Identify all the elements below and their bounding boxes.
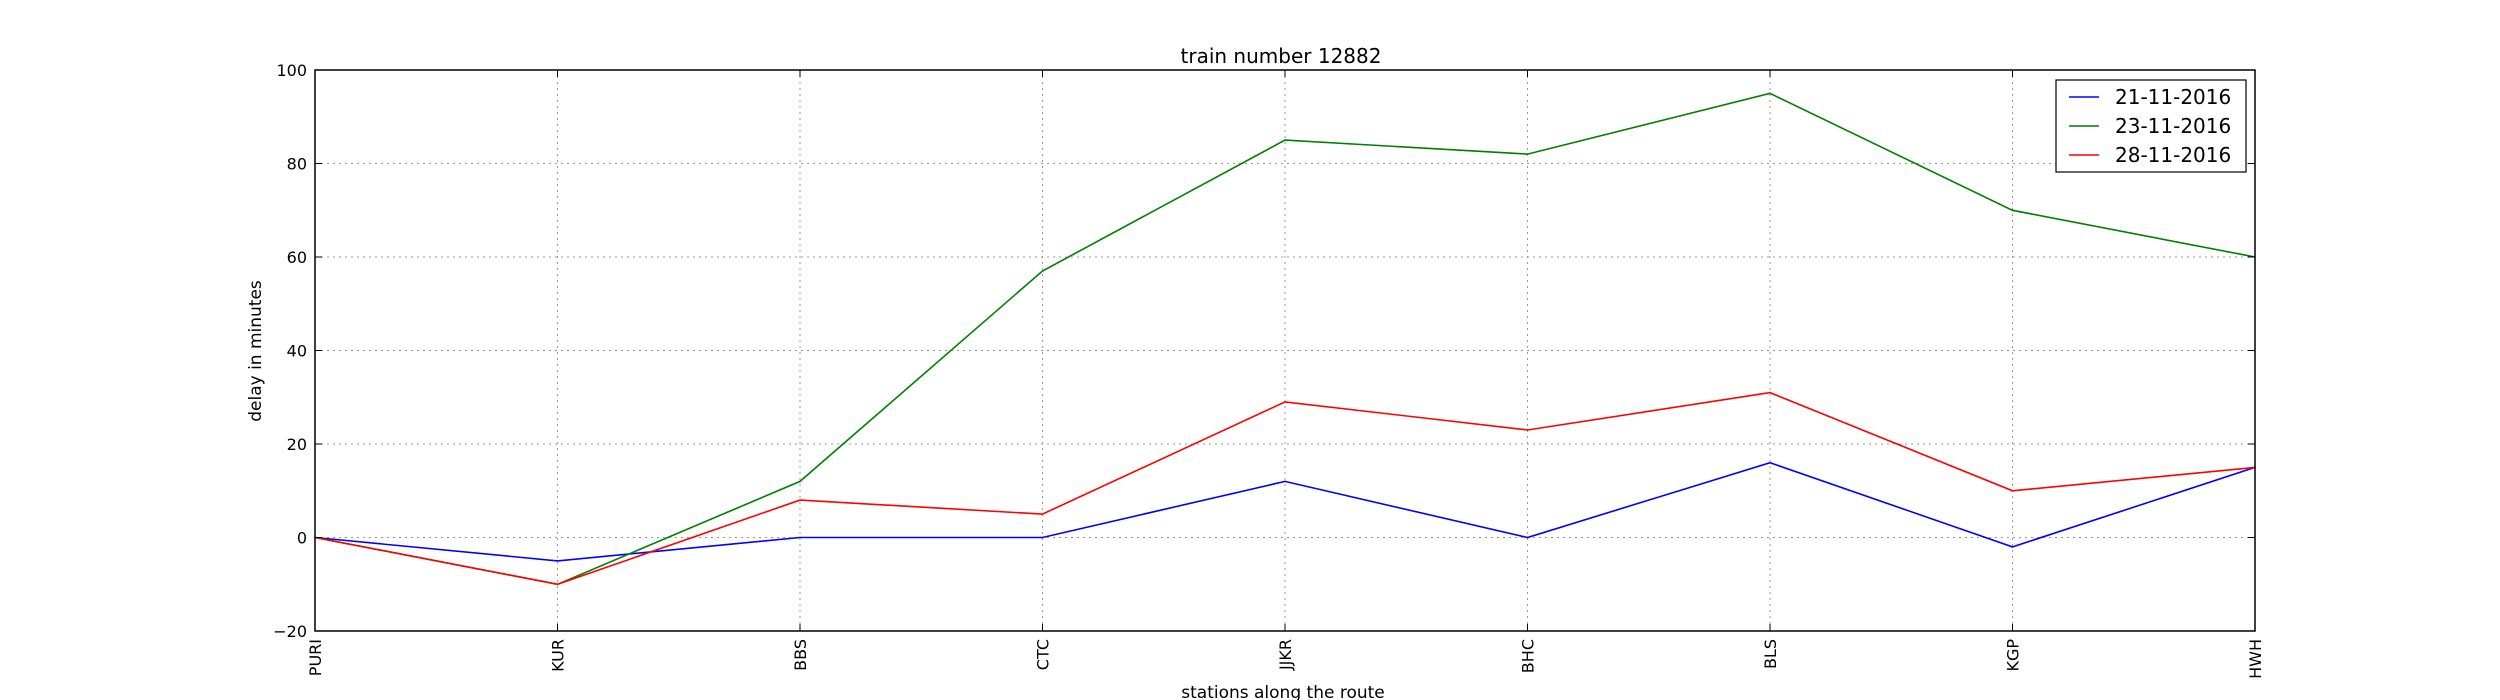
x-tick-label: JJKR xyxy=(1276,639,1295,671)
data-point xyxy=(1284,480,1286,483)
legend: 21-11-2016 23-11-2016 28-11-2016 xyxy=(2055,79,2247,173)
y-tick-label: 40 xyxy=(287,342,307,361)
y-axis-label: delay in minutes xyxy=(246,280,266,422)
x-tick-label: KGP xyxy=(2004,639,2023,672)
data-point xyxy=(1284,139,1286,141)
data-point xyxy=(799,536,801,539)
data-point xyxy=(1769,461,1771,464)
data-point xyxy=(1041,513,1044,515)
data-point xyxy=(556,583,559,586)
data-point xyxy=(1769,391,1771,394)
x-tick-label: BHC xyxy=(1519,639,1538,673)
data-point xyxy=(1041,270,1044,272)
x-axis-label: stations along the route xyxy=(1181,683,1385,700)
legend-label: 28-11-2016 xyxy=(2115,143,2231,167)
x-tick-label: CTC xyxy=(1034,639,1053,670)
x-tick-label: PURI xyxy=(306,639,325,676)
data-point xyxy=(556,560,559,562)
data-point xyxy=(2011,489,2014,492)
data-point xyxy=(1769,92,1771,95)
chart-title: train number 12882 xyxy=(1181,44,1382,68)
grid-layer xyxy=(315,70,2255,631)
x-tick-label: HWH xyxy=(2246,639,2265,679)
legend-label: 23-11-2016 xyxy=(2115,114,2231,138)
data-point xyxy=(1526,429,1529,431)
data-point xyxy=(2011,546,2014,548)
legend-label: 21-11-2016 xyxy=(2115,85,2231,109)
y-tick-label: 100 xyxy=(276,61,307,80)
series-line-21-11-2016 xyxy=(314,461,2256,562)
y-tick-label: 80 xyxy=(287,155,307,174)
y-axis-ticks: −20 0 20 40 60 80 100 xyxy=(273,61,2255,641)
x-axis-ticks: PURI KUR BBS CTC JJKR BHC BLS KGP HWH xyxy=(306,70,2265,679)
y-tick-label: 20 xyxy=(287,435,307,454)
y-tick-label: 60 xyxy=(287,248,307,267)
data-point xyxy=(1526,536,1529,539)
data-point xyxy=(1284,401,1286,403)
series-layer xyxy=(314,92,2256,586)
data-point xyxy=(1041,536,1044,539)
y-tick-label: 0 xyxy=(297,529,307,548)
x-tick-label: KUR xyxy=(549,639,568,672)
data-point xyxy=(1526,153,1529,155)
data-point xyxy=(799,480,801,483)
data-point xyxy=(799,499,801,501)
x-tick-label: BBS xyxy=(791,639,810,671)
data-point xyxy=(2011,209,2014,212)
x-tick-label: BLS xyxy=(1761,639,1780,669)
y-tick-label: −20 xyxy=(273,622,307,641)
